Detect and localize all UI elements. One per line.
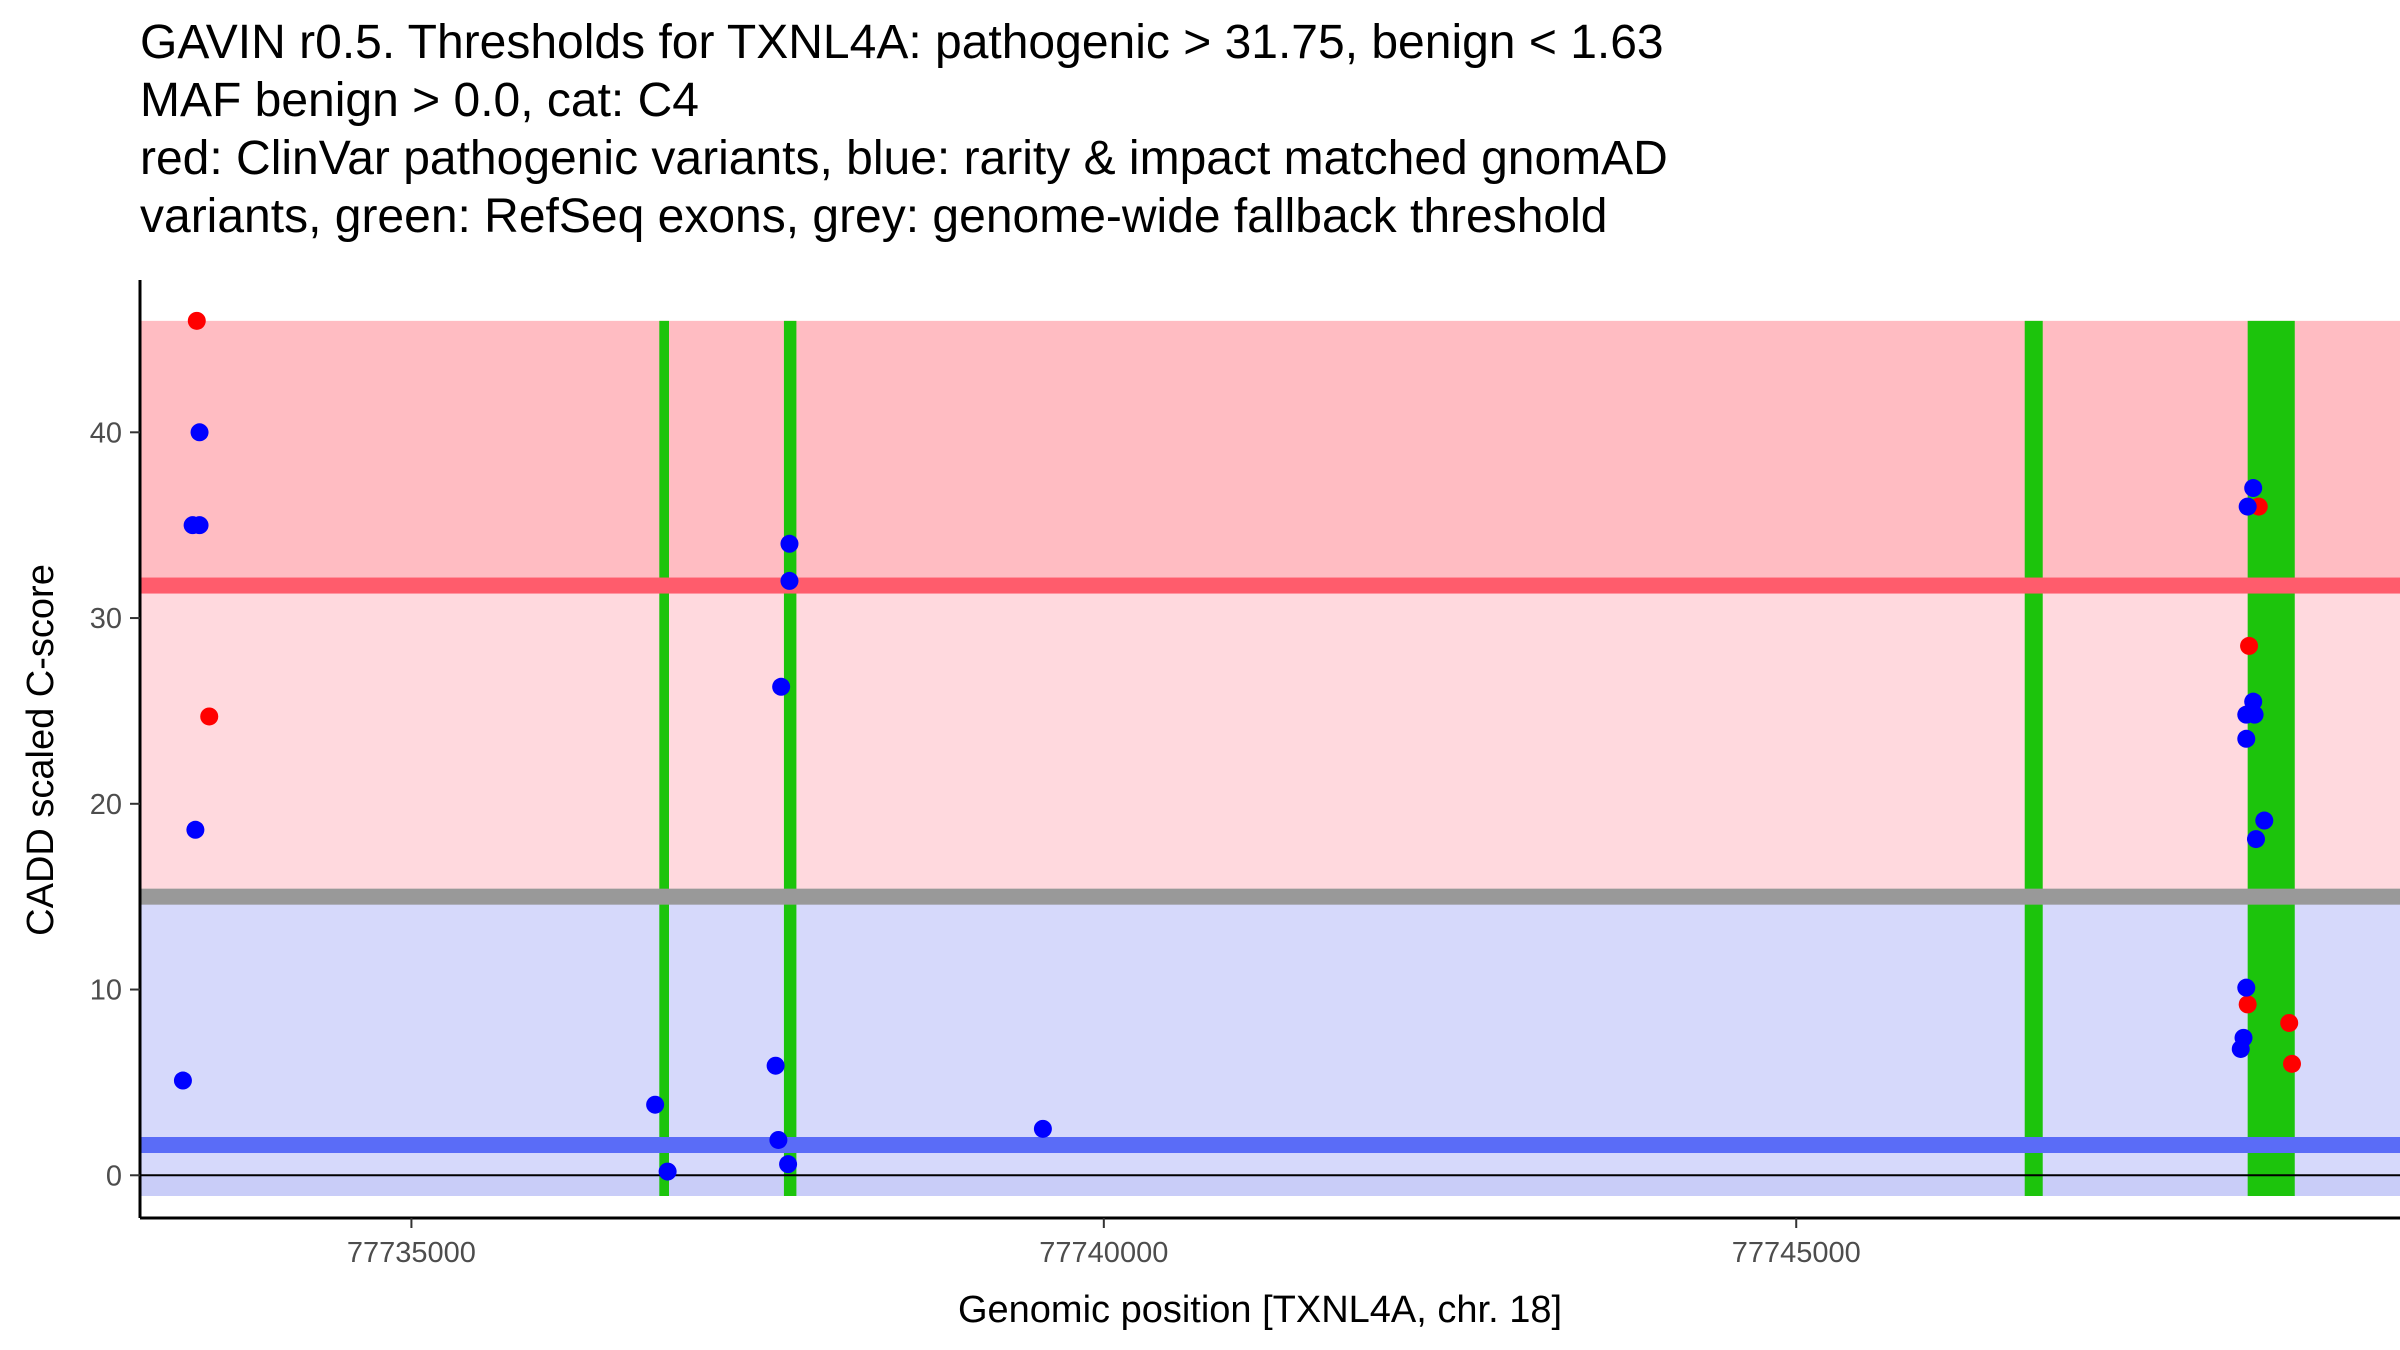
gnomad-point [2246,830,2265,849]
gnomad-point [2244,479,2263,498]
region-below-zero [140,1175,2400,1196]
y-tick-label: 30 [90,603,122,635]
gnomad-point [2245,705,2264,724]
gnomad-point [2238,497,2257,516]
gnomad-point [772,677,791,696]
clinvar-point [2282,1054,2301,1073]
chart-title: GAVIN r0.5. Thresholds for TXNL4A: patho… [140,14,1668,246]
region-pathogenic [140,320,2400,586]
x-axis-title: Genomic position [TXNL4A, chr. 18] [958,1289,1562,1331]
axes: 0 10 20 30 40 77735000 77740000 77745000 [90,280,2400,1269]
data-points [173,311,2301,1181]
clinvar-point [2240,636,2259,655]
x-tick-label: 77735000 [347,1237,476,1269]
exon-bar-2 [783,320,797,1196]
gnomad-point [646,1095,665,1114]
threshold-line-pathogenic [140,577,2400,594]
gnomad-point [780,571,799,590]
gnomad-point [779,1155,798,1174]
gnomad-point [769,1130,788,1149]
gnomad-point [766,1056,785,1075]
title-line-3: red: ClinVar pathogenic variants, blue: … [140,132,1668,185]
gnomad-point [780,534,799,553]
y-tick-label: 0 [106,1160,122,1192]
clinvar-point [187,311,206,330]
threshold-regions [140,320,2400,1196]
gnomad-point [190,516,209,535]
gnomad-point [190,423,209,442]
gnomad-point [658,1162,677,1181]
y-tick-label: 10 [90,975,122,1007]
exon-bar-1 [659,320,669,1196]
x-tick-label: 77740000 [1039,1237,1168,1269]
gnomad-point [2255,811,2274,830]
gnomad-point [2237,978,2256,997]
exon-bar-4 [2247,320,2295,1196]
region-benign [140,896,2400,1176]
gnomad-point [1033,1119,1052,1138]
clinvar-point [2280,1013,2299,1032]
y-axis-title: CADD scaled C-score [20,564,62,936]
clinvar-point [200,707,219,726]
x-tick-label: 77745000 [1732,1237,1861,1269]
exon-bar-3 [2024,320,2043,1196]
y-tick-label: 40 [90,417,122,449]
title-line-1: GAVIN r0.5. Thresholds for TXNL4A: patho… [140,16,1664,69]
gnomad-point [2231,1039,2250,1058]
threshold-lines [140,577,2400,1154]
title-line-4: variants, green: RefSeq exons, grey: gen… [140,190,1608,243]
gnomad-point [173,1071,192,1090]
y-tick-label: 20 [90,789,122,821]
title-line-2: MAF benign > 0.0, cat: C4 [140,74,699,127]
region-intermediate [140,585,2400,897]
threshold-line-fallback [140,888,2400,905]
gnomad-point [2237,729,2256,748]
gnomad-point [186,820,205,839]
threshold-line-benign [140,1137,2400,1154]
clinvar-point [2238,995,2257,1014]
